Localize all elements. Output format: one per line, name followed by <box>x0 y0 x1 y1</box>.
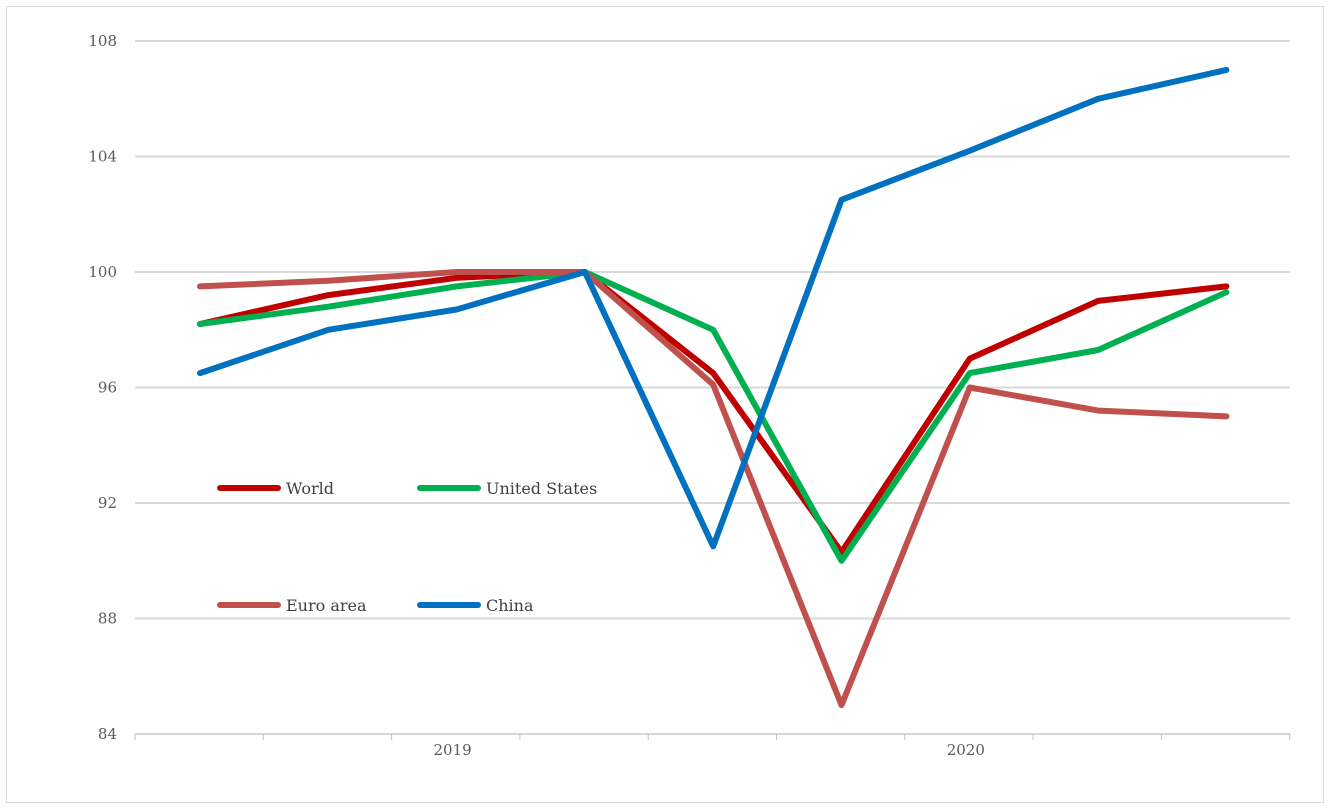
y-tick-label: 104 <box>88 148 117 166</box>
series-layer <box>197 66 1230 709</box>
series-line-united-states <box>197 269 1230 564</box>
y-tick-label: 84 <box>98 725 117 743</box>
axis-layer: 84 88 92 96 100 104 108 2019 2020 <box>88 32 1291 759</box>
y-tick-label: 96 <box>98 379 117 397</box>
y-tick-label: 88 <box>98 610 117 628</box>
legend-item-united-states: United States <box>417 479 597 498</box>
legend-label: United States <box>486 479 597 498</box>
series-line-china <box>197 66 1230 550</box>
x-tick-label-2020: 2020 <box>947 741 985 759</box>
legend-label: World <box>286 479 334 498</box>
x-tick-label-2019: 2019 <box>434 741 472 759</box>
y-tick-label: 92 <box>98 494 117 512</box>
series-line-euro-area <box>197 269 1230 709</box>
grid-layer <box>135 40 1290 735</box>
legend-item-china: China <box>417 596 534 615</box>
legend-item-euro-area: Euro area <box>217 596 367 615</box>
y-tick-label: 100 <box>88 263 117 281</box>
legend-item-world: World <box>217 479 334 498</box>
y-tick-label: 108 <box>88 32 117 50</box>
legend-label: China <box>486 596 534 615</box>
series-line-world <box>197 269 1230 556</box>
chart-frame <box>6 6 1324 803</box>
legend: World United States Euro area China <box>217 479 597 615</box>
legend-label: Euro area <box>286 596 367 615</box>
